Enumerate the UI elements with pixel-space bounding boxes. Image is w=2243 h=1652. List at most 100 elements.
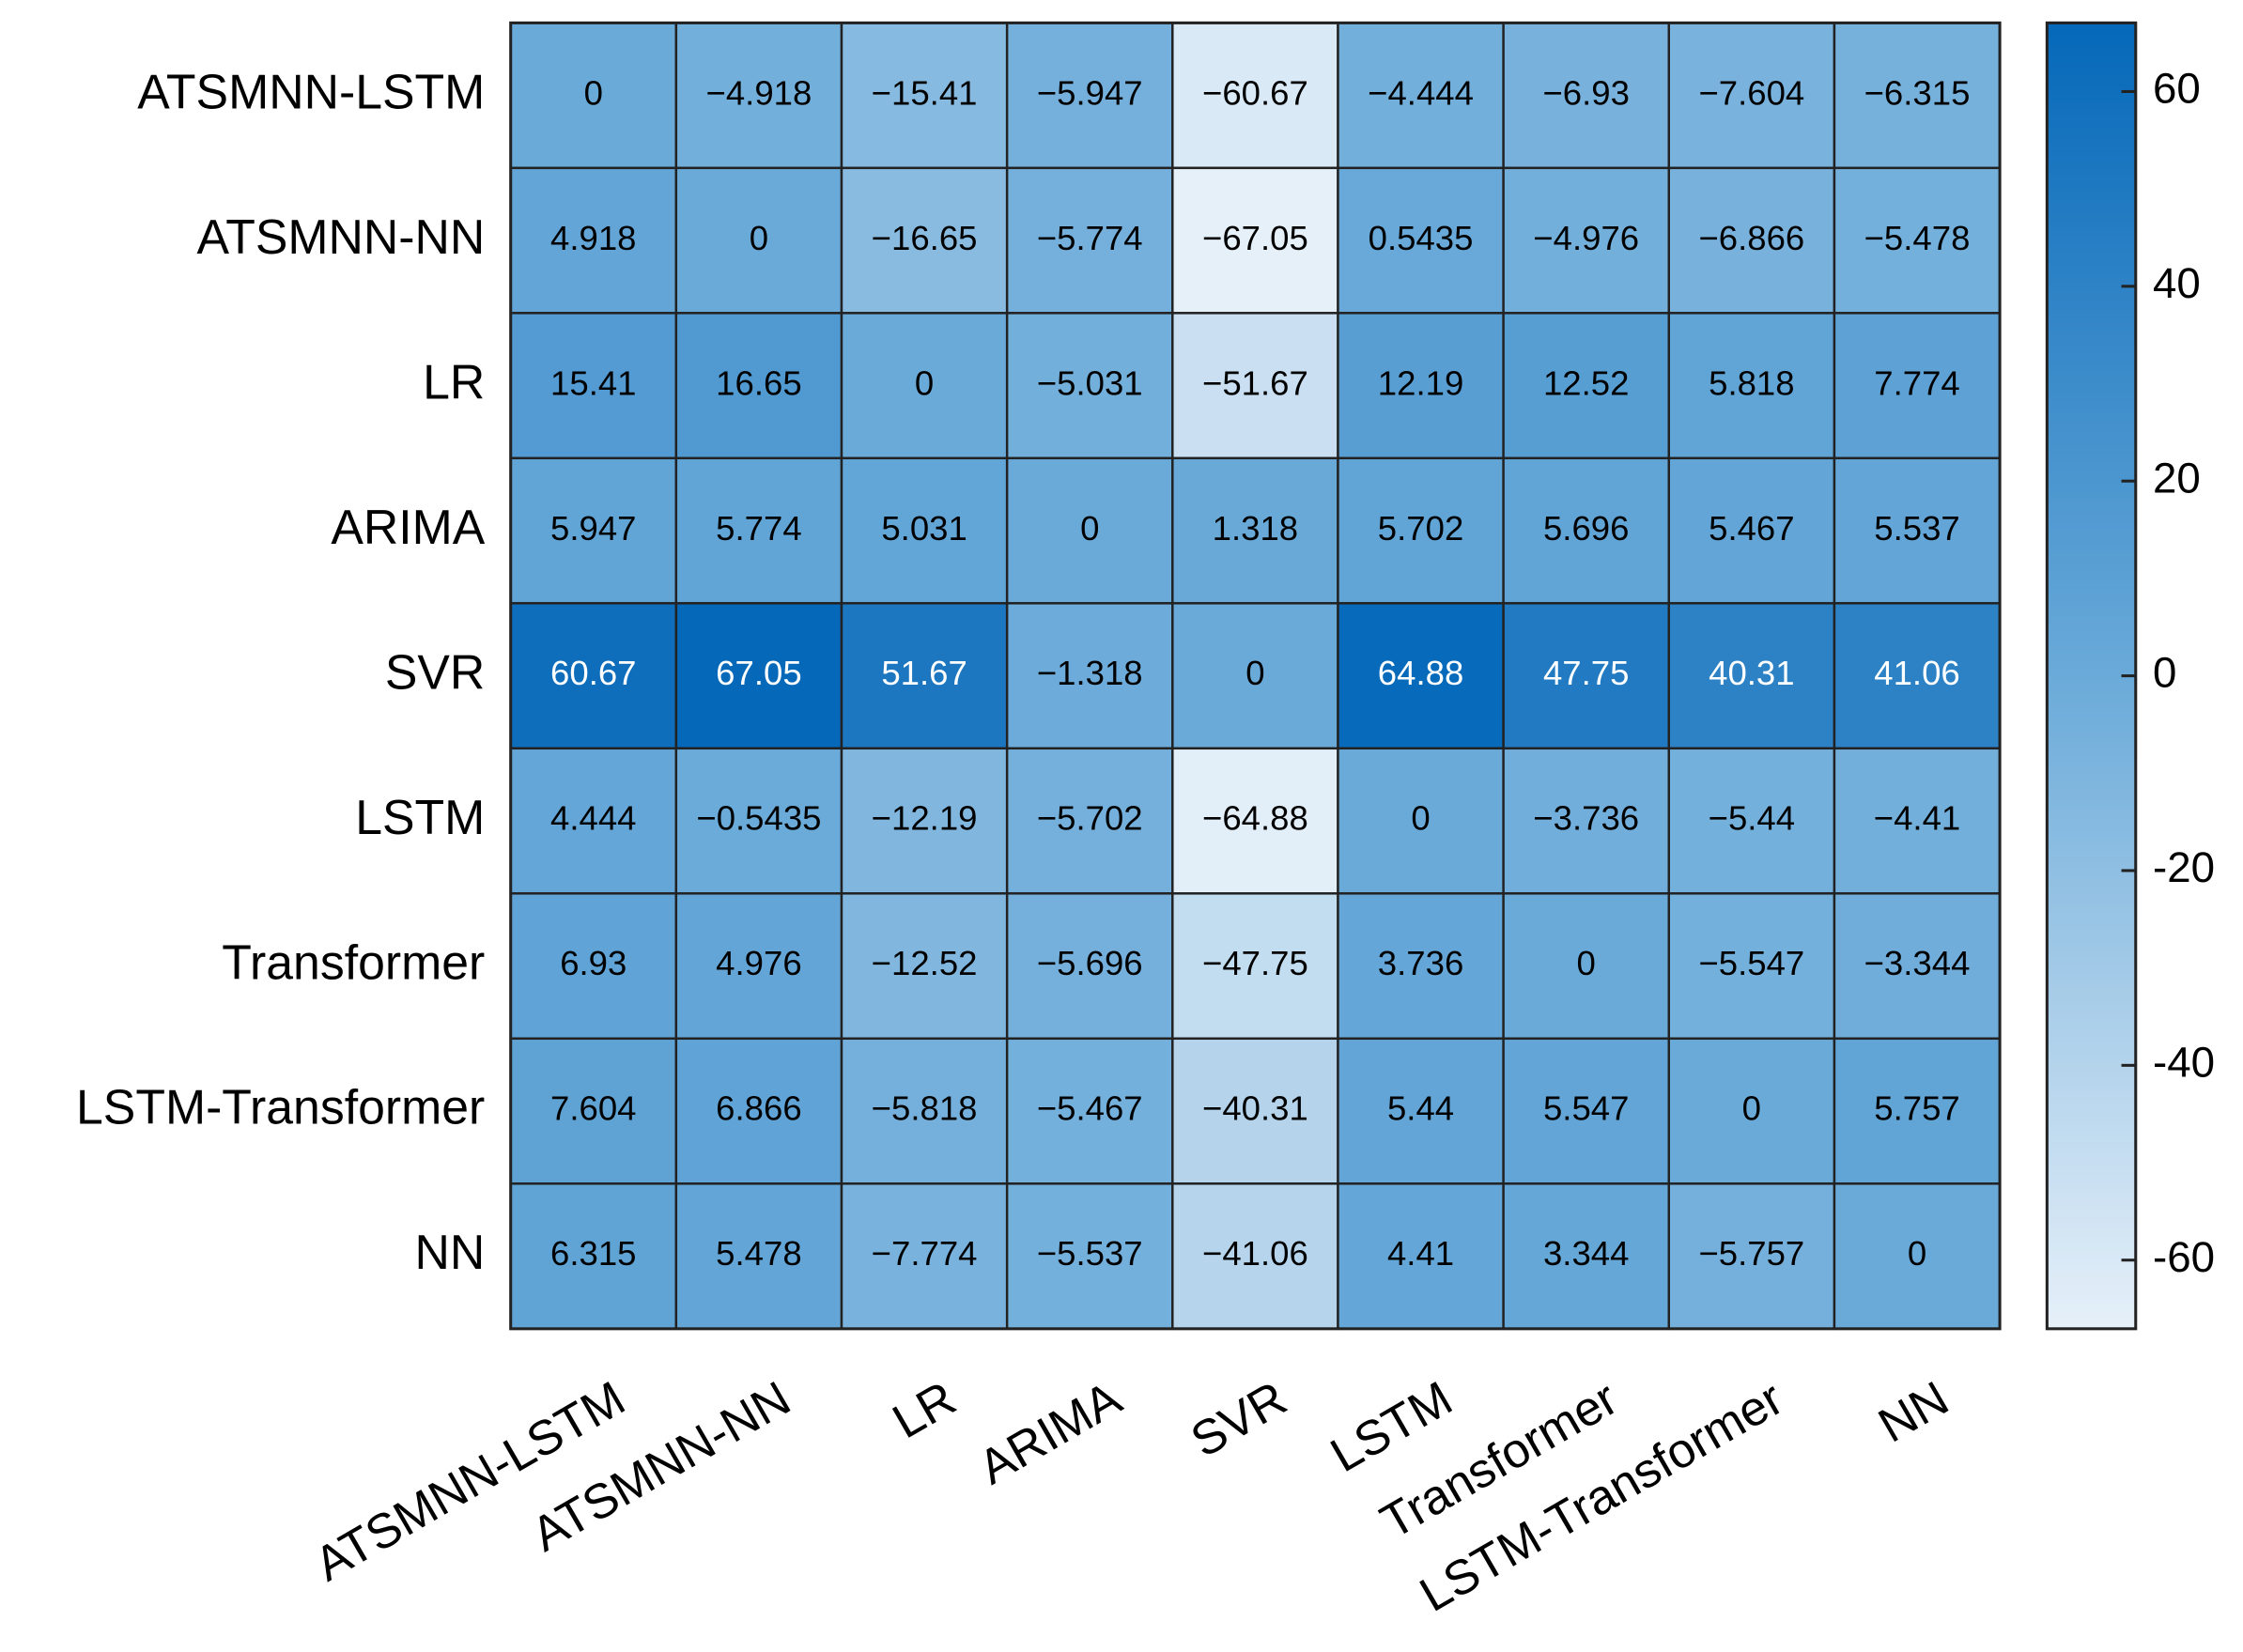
heatmap-cell (1005, 747, 1174, 895)
heatmap-cell (1502, 1182, 1670, 1331)
cell-label: −5.774 (1037, 219, 1143, 257)
cell-label: −5.702 (1037, 799, 1143, 838)
heatmap-cell (1667, 22, 1836, 170)
cell-label: 7.604 (550, 1089, 636, 1128)
y-tick-label: LR (423, 354, 485, 409)
cell-label: −16.65 (872, 219, 978, 257)
cell-label: −5.537 (1037, 1234, 1143, 1273)
cell-label: −1.318 (1037, 654, 1143, 692)
cell-label: −4.444 (1368, 73, 1474, 112)
heatmap-cell (1667, 166, 1836, 315)
heatmap-cell (674, 892, 843, 1041)
cell-label: 4.918 (550, 219, 636, 257)
cell-label: 12.52 (1543, 363, 1629, 402)
cell-label: 6.93 (560, 944, 626, 982)
heatmap-cell (840, 1182, 1009, 1331)
heatmap-cell (1171, 1037, 1339, 1185)
heatmap-cell (1833, 1182, 2002, 1331)
cell-label: 0 (750, 219, 768, 257)
cell-label: −5.947 (1037, 73, 1143, 112)
cell-label: 4.41 (1387, 1234, 1454, 1273)
cell-label: 5.031 (881, 509, 967, 548)
cell-label: 0 (1577, 944, 1596, 982)
cell-label: 5.947 (550, 509, 636, 548)
heatmap-cell (1171, 166, 1339, 315)
heatmap-cell (840, 602, 1009, 750)
y-tick-label: NN (415, 1225, 486, 1279)
y-tick-label: SVR (385, 644, 485, 699)
heatmap-cell (840, 1037, 1009, 1185)
heatmap-cell (840, 166, 1009, 315)
cell-label: 5.547 (1543, 1089, 1629, 1128)
cell-label: −5.478 (1864, 219, 1971, 257)
heatmap-cell (509, 602, 678, 750)
cell-label: −64.88 (1202, 799, 1308, 838)
heatmap-cell (509, 1037, 678, 1185)
cell-label: 7.774 (1874, 363, 1959, 402)
cell-label: 60.67 (550, 654, 636, 692)
cell-label: 5.537 (1874, 509, 1959, 548)
cell-label: 16.65 (716, 363, 801, 402)
y-tick-label: ATSMNN-NN (197, 209, 486, 264)
heatmap-cell (1502, 1037, 1670, 1185)
cell-label: −12.52 (872, 944, 978, 982)
heatmap-cell (674, 312, 843, 460)
cell-label: −5.818 (872, 1089, 978, 1128)
heatmap-cell (1005, 1037, 1174, 1185)
cell-label: −4.918 (706, 73, 812, 112)
heatmap-cell (509, 1182, 678, 1331)
heatmap-cell (1833, 602, 2002, 750)
cell-label: 5.467 (1709, 509, 1794, 548)
heatmap-cell (1502, 312, 1670, 460)
heatmap-cell (1833, 1037, 2002, 1185)
cell-label: 5.774 (716, 509, 801, 548)
cell-label: 47.75 (1543, 654, 1629, 692)
colorbar-tick-label: 60 (2153, 65, 2201, 113)
cell-label: −12.19 (872, 799, 978, 838)
colorbar-tick-label: -40 (2153, 1038, 2215, 1086)
cell-label: −4.976 (1533, 219, 1639, 257)
heatmap-cell (509, 892, 678, 1041)
cell-label: 40.31 (1709, 654, 1794, 692)
heatmap-cell (509, 312, 678, 460)
cell-label: 0 (1080, 509, 1099, 548)
cell-label: −40.31 (1202, 1089, 1308, 1128)
cell-label: 15.41 (550, 363, 636, 402)
heatmap-cell (1502, 892, 1670, 1041)
heatmap-cell (1337, 1037, 1505, 1185)
cell-label: −6.93 (1542, 73, 1629, 112)
heatmap-cell (1667, 747, 1836, 895)
heatmap-cell (1337, 747, 1505, 895)
cell-label: 0 (915, 363, 934, 402)
cell-label: 5.757 (1874, 1089, 1959, 1128)
colorbar-tick-label: 40 (2153, 259, 2201, 307)
cell-label: −6.315 (1864, 73, 1971, 112)
cell-label: −7.774 (872, 1234, 978, 1273)
cell-label: −4.41 (1874, 799, 1960, 838)
colorbar-tick-label: 20 (2153, 454, 2201, 502)
cell-label: −0.5435 (696, 799, 821, 838)
heatmap-cell (1337, 22, 1505, 170)
y-tick-label: LSTM-Transformer (76, 1080, 485, 1135)
cell-label: 0 (1742, 1089, 1761, 1128)
cell-label: 6.315 (550, 1234, 636, 1273)
colorbar (2045, 21, 2138, 1331)
heatmap-cell (1171, 747, 1339, 895)
cell-label: 5.818 (1709, 363, 1794, 402)
heatmap-cell (1005, 1182, 1174, 1331)
cell-label: −3.344 (1864, 944, 1971, 982)
y-tick-label: ATSMNN-LSTM (137, 64, 485, 118)
heatmap-cell (509, 747, 678, 895)
cell-label: 12.19 (1378, 363, 1463, 402)
heatmap-cell (509, 166, 678, 315)
cell-label: −5.696 (1037, 944, 1143, 982)
colorbar-tick-label: 0 (2153, 649, 2176, 697)
heatmap-cell (674, 747, 843, 895)
cell-label: 1.318 (1213, 509, 1298, 548)
cell-label: 67.05 (716, 654, 801, 692)
heatmap-cell (1005, 456, 1174, 605)
heatmap-cell (1502, 166, 1670, 315)
cell-label: −41.06 (1202, 1234, 1308, 1273)
cell-label: −7.604 (1698, 73, 1804, 112)
